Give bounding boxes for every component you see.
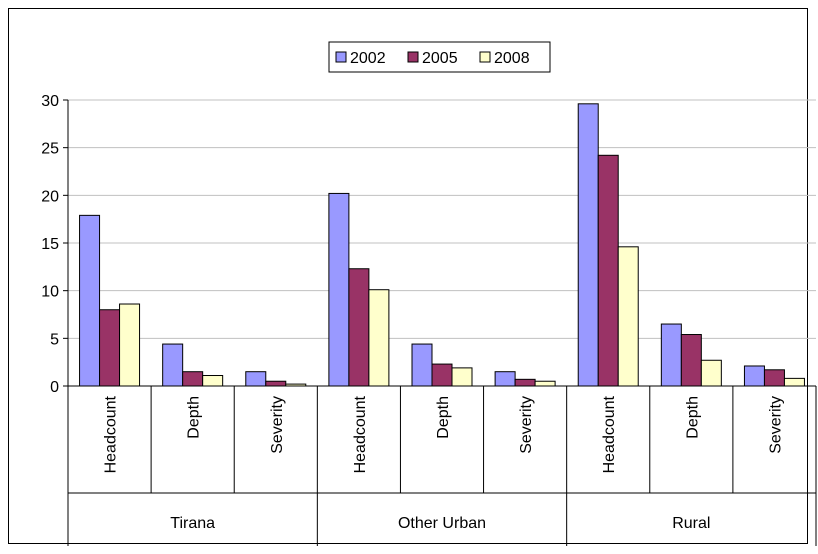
bar-2002 <box>328 192 350 387</box>
bar-2005 <box>514 378 536 387</box>
category-label: Headcount <box>103 395 120 473</box>
bar-2008 <box>285 383 307 387</box>
y-tick-label: 20 <box>41 188 59 205</box>
bar-2008 <box>368 289 390 387</box>
legend-label-2002: 2002 <box>350 50 386 67</box>
bar-2002 <box>79 214 101 387</box>
category-label: Headcount <box>352 395 369 473</box>
bar-2008 <box>783 377 805 387</box>
bar-2002 <box>245 371 267 387</box>
y-tick-label: 15 <box>41 236 59 253</box>
category-label: Severity <box>269 396 286 454</box>
category-label: Depth <box>435 396 452 439</box>
bar-2005 <box>265 380 287 387</box>
bar-2005 <box>680 334 702 387</box>
bar-2002 <box>494 371 516 387</box>
legend-swatch-2008 <box>479 51 491 63</box>
category-label: Depth <box>186 396 203 439</box>
category-label: Headcount <box>601 395 618 473</box>
bar-2005 <box>763 369 785 387</box>
bar-2002 <box>660 323 682 387</box>
bar-2002 <box>743 365 765 387</box>
bar-2005 <box>99 309 121 387</box>
bar-2005 <box>597 154 619 387</box>
y-tick-label: 25 <box>41 141 59 158</box>
group-label: Other Urban <box>398 515 486 532</box>
group-label: Tirana <box>170 515 215 532</box>
category-label: Severity <box>518 396 535 454</box>
chart-frame <box>8 8 808 544</box>
legend-swatch-2005 <box>407 51 419 63</box>
y-tick-label: 30 <box>41 93 59 110</box>
bar-2008 <box>617 246 639 387</box>
category-label: Severity <box>767 396 784 454</box>
bar-2008 <box>202 375 224 387</box>
bar-2008 <box>534 380 556 387</box>
category-label: Depth <box>684 396 701 439</box>
bar-2005 <box>182 371 204 387</box>
bar-2005 <box>431 363 453 387</box>
legend-swatch-2002 <box>335 51 347 63</box>
legend-label-2005: 2005 <box>422 50 458 67</box>
bar-2008 <box>451 367 473 387</box>
y-tick-label: 5 <box>50 331 59 348</box>
bar-2008 <box>119 303 141 387</box>
legend-box <box>328 41 551 73</box>
legend-label-2008: 2008 <box>494 50 530 67</box>
bar-2005 <box>348 268 370 387</box>
bar-2002 <box>577 103 599 387</box>
bar-2002 <box>162 343 184 387</box>
y-tick-label: 10 <box>41 284 59 301</box>
bar-2002 <box>411 343 433 387</box>
y-tick-label: 0 <box>50 379 59 396</box>
bar-2008 <box>700 359 722 387</box>
group-label: Rural <box>672 515 710 532</box>
